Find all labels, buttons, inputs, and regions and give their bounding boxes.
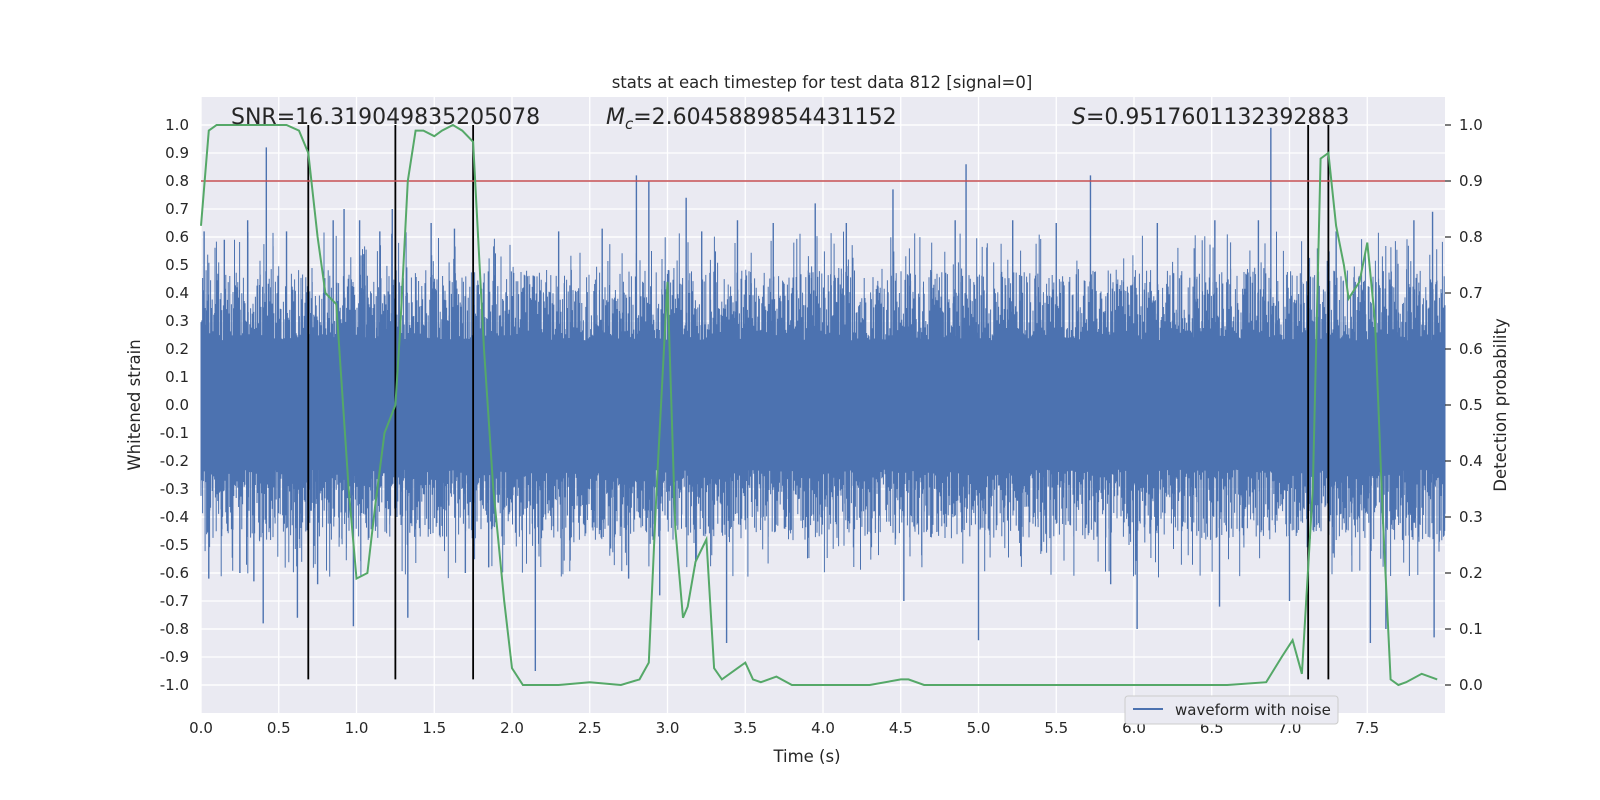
y-right-tick-label: 0.7 — [1459, 284, 1483, 302]
probability-series — [200, 123, 1438, 687]
waveform-series — [200, 127, 1446, 671]
y-axis-left-label: Whitened strain — [125, 339, 144, 470]
x-tick-label: 1.5 — [422, 719, 446, 737]
y-axis-right-label: Detection probability — [1491, 318, 1510, 492]
legend-box — [1124, 695, 1339, 725]
y-right-tick-label: 0.1 — [1459, 620, 1483, 638]
x-tick-label: 1.0 — [345, 719, 369, 737]
y-right-tick-label: 1.0 — [1459, 116, 1483, 134]
x-tick-label: 3.0 — [656, 719, 680, 737]
y-axis-left-ticks: 1.0 0.9 0.8 0.7 0.6 0.5 0.4 0.3 0.2 0.1 0.0 -0.1 -0.… — [160, 116, 189, 694]
y-left-tick-label: -0.4 — [160, 508, 189, 526]
y-left-tick-label: -0.3 — [160, 480, 189, 498]
y-left-tick-label: 0.6 — [165, 228, 189, 246]
y-right-tick-label: 0.8 — [1459, 228, 1483, 246]
y-right-tick-label: 0.4 — [1459, 452, 1483, 470]
y-left-tick-label: 0.5 — [165, 256, 189, 274]
y-left-tick-label: -0.8 — [160, 620, 189, 638]
y-left-tick-label: 0.2 — [165, 340, 189, 358]
y-left-tick-label: -0.9 — [160, 648, 189, 666]
y-left-tick-label: -0.2 — [160, 452, 189, 470]
y-left-tick-label: 0.1 — [165, 368, 189, 386]
marker-lines — [307, 125, 1330, 680]
x-tick-label: 5.0 — [967, 719, 991, 737]
legend: waveform with noise — [1124, 695, 1339, 725]
x-tick-label: 7.5 — [1355, 719, 1379, 737]
y-left-tick-label: 0.9 — [165, 144, 189, 162]
chirp-mass-annotation: Mc=2.6045889854431152 — [606, 105, 897, 133]
y-left-tick-label: -1.0 — [160, 676, 189, 694]
y-left-tick-label: 0.4 — [165, 284, 189, 302]
mc-symbol: M — [606, 105, 625, 130]
x-tick-label: 5.5 — [1044, 719, 1068, 737]
y-right-tick-label: 0.3 — [1459, 508, 1483, 526]
y-axis-right-ticks: 1.0 0.9 0.8 0.7 0.6 0.5 0.4 0.3 0.2 0.1 0.0 — [1445, 116, 1483, 694]
y-left-tick-label: 1.0 — [165, 116, 189, 134]
legend-entry-waveform: waveform with noise — [1175, 701, 1331, 719]
x-tick-label: 0.0 — [189, 719, 213, 737]
x-tick-label: 3.5 — [733, 719, 757, 737]
y-left-tick-label: 0.0 — [165, 396, 189, 414]
mc-subscript: c — [625, 115, 634, 133]
chart-title: stats at each timestep for test data 812… — [612, 73, 1033, 92]
s-value: =0.9517601132392883 — [1086, 105, 1349, 130]
x-axis-label: Time (s) — [772, 747, 840, 766]
x-tick-label: 4.0 — [811, 719, 835, 737]
y-right-tick-label: 0.6 — [1459, 340, 1483, 358]
x-tick-label: 0.5 — [267, 719, 291, 737]
x-tick-label: 2.0 — [500, 719, 524, 737]
y-left-tick-label: -0.7 — [160, 592, 189, 610]
y-right-tick-label: 0.9 — [1459, 172, 1483, 190]
y-left-tick-label: -0.6 — [160, 564, 189, 582]
y-left-tick-label: 0.3 — [165, 312, 189, 330]
y-right-tick-label: 0.0 — [1459, 676, 1483, 694]
statistic-annotation: S=0.9517601132392883 — [1072, 105, 1349, 130]
snr-annotation: SNR=16.319049835205078 — [231, 105, 540, 130]
y-left-tick-label: -0.1 — [160, 424, 189, 442]
y-left-tick-label: 0.7 — [165, 200, 189, 218]
x-tick-label: 2.5 — [578, 719, 602, 737]
s-symbol: S — [1072, 105, 1086, 130]
mc-value: =2.6045889854431152 — [633, 105, 896, 130]
probability-line — [200, 123, 1438, 687]
y-right-tick-label: 0.2 — [1459, 564, 1483, 582]
x-tick-label: 4.5 — [889, 719, 913, 737]
y-left-tick-label: -0.5 — [160, 536, 189, 554]
y-right-tick-label: 0.5 — [1459, 396, 1483, 414]
y-left-tick-label: 0.8 — [165, 172, 189, 190]
